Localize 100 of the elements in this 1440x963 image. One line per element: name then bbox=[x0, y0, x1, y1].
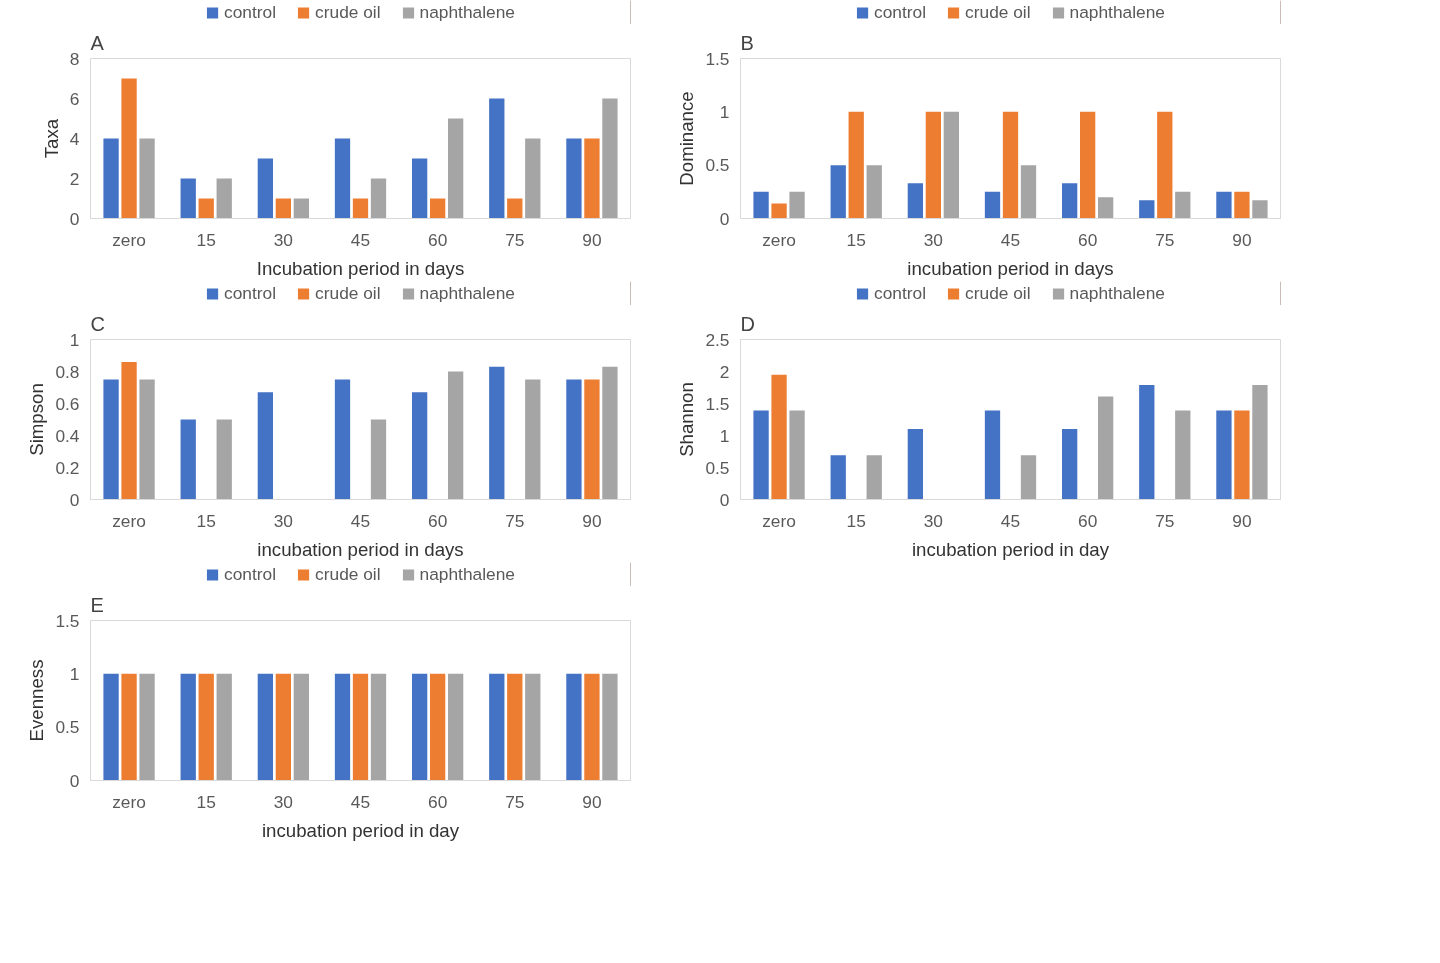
x-tick-label: 75 bbox=[505, 791, 525, 812]
y-tick-label: 8 bbox=[69, 48, 80, 69]
y-tick-label: 0.5 bbox=[55, 717, 80, 738]
bar bbox=[848, 111, 864, 219]
bar bbox=[180, 178, 196, 219]
x-tick-label: 75 bbox=[505, 510, 525, 531]
bar bbox=[139, 379, 155, 500]
x-tick-label: 90 bbox=[582, 229, 602, 250]
bar bbox=[103, 379, 119, 500]
x-tick-label: 60 bbox=[1078, 510, 1098, 531]
bar bbox=[429, 198, 446, 219]
x-tick-label: 90 bbox=[1232, 510, 1252, 531]
legend-label: control bbox=[224, 282, 277, 304]
y-tick-label: 0 bbox=[69, 770, 80, 791]
bar bbox=[866, 455, 882, 500]
bar bbox=[566, 379, 582, 500]
bar bbox=[602, 366, 618, 500]
bar bbox=[447, 371, 464, 500]
bar bbox=[1175, 410, 1191, 500]
bar bbox=[257, 158, 274, 219]
x-tick-label: 90 bbox=[1232, 229, 1252, 250]
x-axis-title: Incubation period in days bbox=[256, 257, 465, 279]
bar bbox=[352, 198, 369, 219]
x-tick-label: 45 bbox=[350, 791, 371, 812]
bar bbox=[771, 374, 787, 500]
legend-label: control bbox=[224, 1, 277, 23]
bar bbox=[507, 198, 523, 219]
bar bbox=[334, 379, 351, 500]
x-tick-label: 15 bbox=[196, 791, 216, 812]
x-tick-label: 30 bbox=[273, 229, 293, 250]
bar bbox=[411, 158, 428, 219]
y-tick-label: 1.5 bbox=[705, 48, 730, 69]
y-tick-label: 1 bbox=[719, 101, 730, 122]
bar bbox=[753, 191, 769, 219]
x-tick-label: 30 bbox=[273, 510, 293, 531]
x-tick-label: 75 bbox=[1155, 229, 1175, 250]
legend-label: naphthalene bbox=[1069, 282, 1165, 304]
x-tick-label: 75 bbox=[505, 229, 525, 250]
y-tick-label: 1 bbox=[69, 329, 80, 350]
bar bbox=[830, 165, 846, 219]
chart-title: D bbox=[740, 312, 755, 335]
y-tick-label: 0.2 bbox=[55, 457, 80, 478]
x-tick-label: 30 bbox=[923, 229, 943, 250]
x-tick-label: 90 bbox=[582, 510, 602, 531]
legend-label: crude oil bbox=[315, 563, 381, 585]
y-tick-label: 0 bbox=[69, 208, 80, 229]
bar bbox=[525, 138, 541, 219]
x-tick-label: 45 bbox=[1000, 510, 1021, 531]
bar bbox=[1061, 183, 1078, 219]
bar bbox=[866, 165, 882, 219]
chart-title: A bbox=[90, 31, 105, 54]
x-tick-label: 15 bbox=[846, 510, 866, 531]
bar bbox=[984, 191, 1001, 219]
bar bbox=[1020, 165, 1037, 219]
bar bbox=[293, 198, 310, 219]
bar bbox=[1139, 200, 1155, 219]
bar bbox=[943, 111, 960, 219]
x-tick-label: zero bbox=[762, 510, 796, 531]
y-tick-label: 0 bbox=[69, 489, 80, 510]
bar bbox=[103, 138, 119, 219]
y-tick-label: 0.8 bbox=[55, 361, 80, 382]
legend-label: control bbox=[224, 563, 277, 585]
bar bbox=[139, 138, 155, 219]
y-axis-title: Evenness bbox=[26, 659, 48, 742]
x-tick-label: 15 bbox=[196, 510, 216, 531]
bar bbox=[1097, 396, 1114, 500]
bar bbox=[584, 138, 600, 219]
x-axis-title: incubation period in days bbox=[907, 257, 1114, 279]
legend-label: crude oil bbox=[965, 282, 1031, 304]
bar bbox=[489, 98, 505, 219]
x-tick-label: 90 bbox=[582, 791, 602, 812]
x-tick-label: 45 bbox=[350, 510, 371, 531]
x-tick-label: 60 bbox=[428, 791, 448, 812]
bar bbox=[830, 455, 846, 500]
bar bbox=[1139, 384, 1155, 500]
bar bbox=[216, 419, 232, 500]
x-tick-label: 30 bbox=[923, 510, 943, 531]
bar bbox=[489, 366, 505, 500]
bar bbox=[1097, 197, 1114, 219]
bar bbox=[1002, 111, 1019, 219]
y-axis-title: Taxa bbox=[40, 118, 62, 159]
bar bbox=[907, 183, 924, 219]
y-tick-label: 0.5 bbox=[705, 155, 730, 176]
bar bbox=[1079, 111, 1096, 219]
y-tick-label: 6 bbox=[69, 88, 80, 109]
y-tick-label: 1.5 bbox=[705, 393, 730, 414]
bar bbox=[984, 410, 1001, 500]
x-tick-label: 45 bbox=[350, 229, 371, 250]
y-tick-label: 0.6 bbox=[55, 393, 80, 414]
legend-label: crude oil bbox=[315, 1, 381, 23]
y-axis-title: Shannon bbox=[676, 382, 698, 457]
bar bbox=[1157, 111, 1173, 219]
bar bbox=[1216, 191, 1232, 219]
x-tick-label: zero bbox=[112, 510, 146, 531]
x-tick-label: 60 bbox=[428, 510, 448, 531]
bar bbox=[602, 98, 618, 219]
bar bbox=[216, 178, 232, 219]
bar bbox=[1175, 191, 1191, 219]
y-tick-label: 0.5 bbox=[705, 457, 730, 478]
y-tick-label: 1 bbox=[69, 663, 80, 684]
